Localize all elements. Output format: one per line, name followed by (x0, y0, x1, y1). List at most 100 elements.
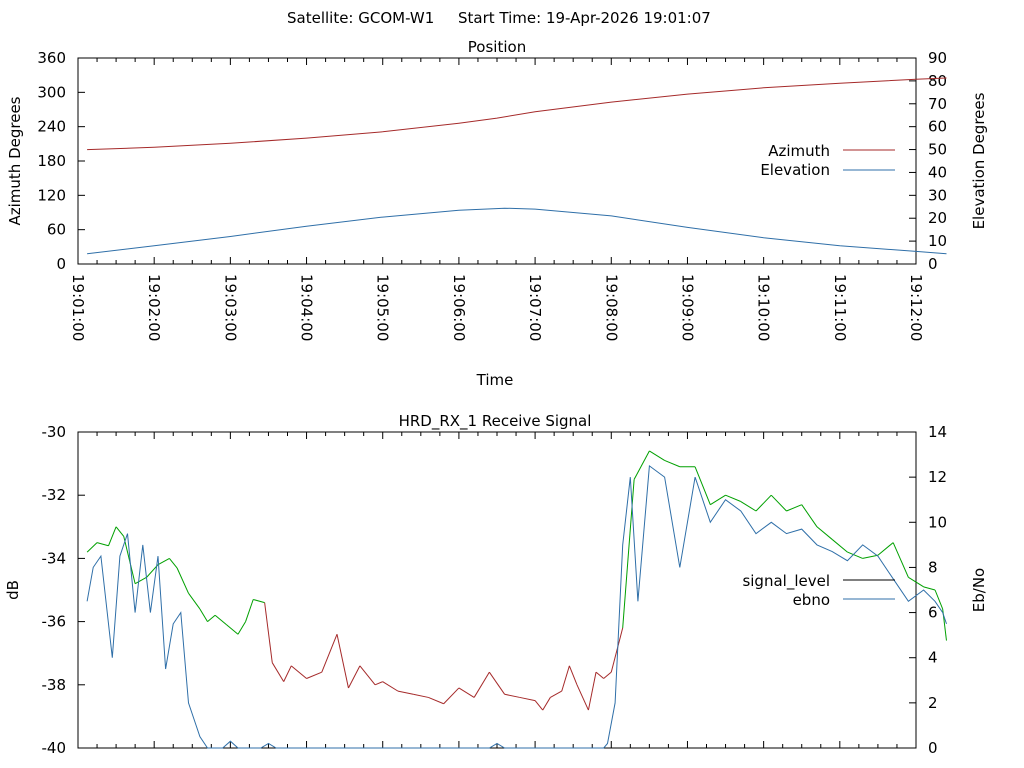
signal-level-segment (934, 589, 944, 610)
signal-level-segment (157, 557, 170, 566)
signal-level-segment (587, 672, 597, 711)
time-tick-label: 19:06:00 (450, 274, 468, 341)
signal-level-segment (86, 542, 98, 553)
receive-signal-chart: HRD_RX_1 Receive Signal -40-38-36-34-32-… (4, 412, 988, 757)
signal-time-axis (77, 432, 917, 748)
ebno-tick-label: 10 (928, 513, 947, 531)
signal-level-segment (428, 696, 444, 705)
signal-level-segment (725, 494, 741, 502)
time-tick-label: 19:08:00 (602, 274, 620, 341)
signal-level-segment (413, 693, 429, 698)
signal-level-segment (245, 599, 254, 622)
ebno-tick-label: 6 (928, 604, 938, 622)
signal-level-segment (488, 671, 506, 695)
signal-level-segment (134, 576, 147, 585)
elevation-tick-label: 90 (928, 49, 947, 67)
signal-level-segment (108, 526, 117, 546)
azimuth-axis: 0 60 120 180 240 300 360 (37, 49, 85, 273)
signal-level-segment (923, 586, 936, 591)
signal-level-segment (336, 634, 349, 689)
signal-level-segment (649, 450, 665, 461)
signal-level-segment (374, 681, 383, 686)
signal-level-segment (237, 621, 247, 635)
signal-level-segment (214, 614, 227, 626)
signal-level-segment (188, 592, 201, 610)
elevation-tick-label: 0 (928, 255, 938, 273)
db-tick-label: -38 (42, 676, 67, 694)
signal-level-segment (264, 602, 273, 663)
signal-level-segment (740, 501, 757, 512)
signal-level-segment (473, 671, 490, 698)
start-time-label: Start Time: 19-Apr-2026 19:01:07 (458, 9, 711, 27)
signal-level-segment (199, 608, 208, 622)
signal-level-segment (123, 536, 136, 584)
signal-level-segment (694, 466, 711, 505)
db-axis-label: dB (4, 580, 22, 600)
signal-level-segment (397, 690, 414, 695)
legend-signal-label: signal_level (742, 572, 830, 591)
ebno-tick-label: 8 (928, 558, 938, 576)
signal-level-segment (169, 558, 178, 569)
time-tick-label: 19:01:00 (69, 274, 87, 341)
signal-level-segment (633, 450, 650, 480)
signal-level-segment (561, 665, 570, 692)
position-chart-title: Position (468, 38, 526, 56)
signal-level-segment (226, 624, 239, 635)
signal-level-segment (755, 494, 772, 512)
ebno-series-line (86, 464, 947, 749)
signal-level-segment (321, 634, 338, 673)
signal-level-segment (176, 567, 189, 594)
db-axis: -40 -38 -36 -34 -32 -30 (42, 423, 85, 757)
ebno-tick-label: 0 (928, 739, 938, 757)
time-tick-label: 19:04:00 (298, 274, 316, 341)
db-tick-label: -40 (42, 739, 67, 757)
elevation-tick-label: 30 (928, 186, 947, 204)
signal-level-segment (622, 479, 635, 628)
time-tick-label: 19:07:00 (526, 274, 544, 341)
time-tick-label: 19:09:00 (678, 274, 696, 341)
azimuth-tick-label: 60 (47, 221, 66, 239)
db-tick-label: -30 (42, 423, 67, 441)
signal-level-segment (207, 614, 216, 622)
signal-level-segment (892, 542, 909, 578)
ebno-axis: 0 2 4 6 8 10 12 14 (909, 423, 947, 757)
signal-level-segment (519, 696, 536, 702)
ebno-tick-label: 14 (928, 423, 947, 441)
signal-level-segment (877, 542, 894, 556)
time-tick-label: 19:10:00 (755, 274, 773, 341)
elevation-series-line (87, 207, 947, 255)
signal-level-segment (610, 627, 624, 673)
time-axis: 19:01:00 19:02:00 19:03:00 19:04:00 19:05:00… (69, 58, 925, 341)
ebno-axis-label: Eb/No (970, 568, 988, 612)
signal-level-segment (568, 665, 578, 685)
azimuth-tick-label: 360 (37, 49, 66, 67)
time-tick-label: 19:02:00 (145, 274, 163, 341)
elevation-axis: 0 10 20 30 40 50 60 70 80 90 (909, 49, 947, 273)
time-axis-label: Time (476, 371, 514, 389)
signal-level-segment (96, 542, 109, 547)
azimuth-series-line (87, 77, 947, 151)
signal-level-segment (770, 494, 787, 512)
time-tick-label: 19:12:00 (907, 274, 925, 341)
signal-level-segment (534, 700, 544, 711)
legend-elevation-label: Elevation (760, 161, 830, 179)
ebno-tick-label: 4 (928, 649, 938, 667)
signal-level-segment (253, 598, 265, 604)
azimuth-tick-label: 240 (37, 118, 66, 136)
signal-level-segment (816, 526, 833, 540)
position-chart: Position 0 60 120 180 240 300 360 0 10 20 30 40 50 6… (6, 38, 988, 389)
signal-level-segment (801, 504, 818, 528)
time-tick-label: 19:11:00 (831, 274, 849, 341)
signal-level-segment (359, 665, 376, 686)
signal-level-segment (576, 684, 589, 711)
signal-chart-title: HRD_RX_1 Receive Signal (399, 412, 592, 431)
azimuth-tick-label: 180 (37, 152, 66, 170)
signal-level-segment (306, 671, 322, 679)
azimuth-tick-label: 300 (37, 83, 66, 101)
db-tick-label: -34 (42, 549, 67, 567)
time-tick-label: 19:03:00 (221, 274, 239, 341)
signal-level-segment (458, 687, 475, 698)
signal-level-segment (542, 697, 551, 711)
signal-level-segment (847, 551, 863, 559)
